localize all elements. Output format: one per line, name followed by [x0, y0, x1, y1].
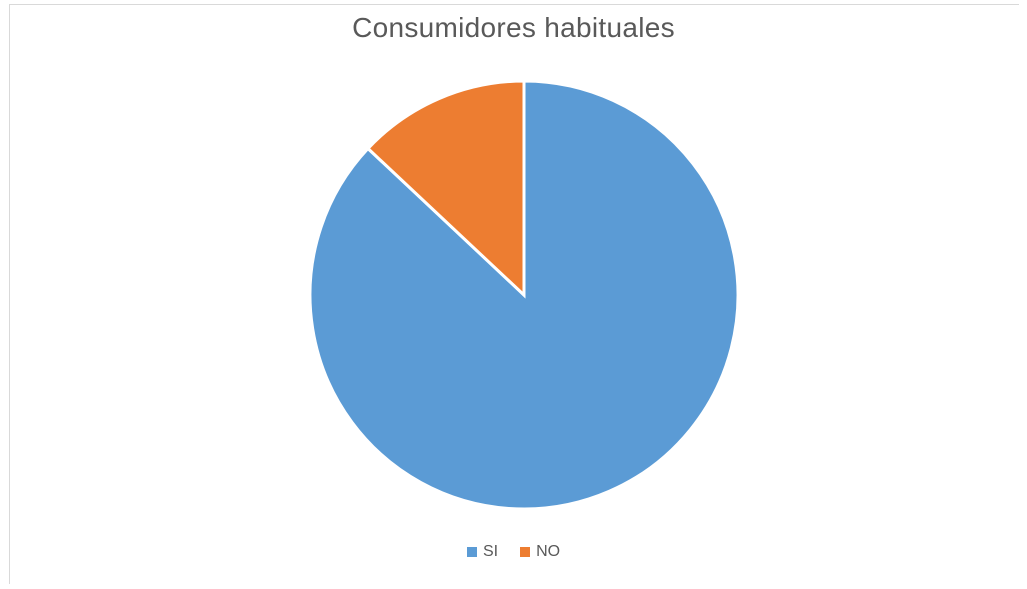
legend-item-si: SI	[466, 543, 499, 561]
legend-label-no: NO	[536, 543, 561, 560]
legend: SI NO	[0, 543, 1027, 561]
legend-item-no: NO	[520, 543, 560, 561]
legend-label-si: SI	[482, 543, 499, 560]
chart-title: Consumidores habituales	[352, 12, 675, 43]
legend-swatch-si	[466, 547, 477, 557]
chart-frame	[9, 4, 1019, 584]
legend-swatch-no	[520, 547, 531, 557]
pie-slice-no	[365, 79, 526, 299]
pie-slices	[308, 79, 740, 511]
